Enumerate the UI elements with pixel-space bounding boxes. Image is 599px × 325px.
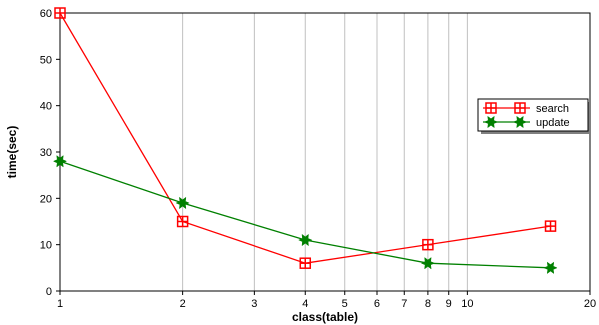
x-tick-label: 4 <box>302 298 308 310</box>
y-tick-label: 40 <box>40 101 52 113</box>
search-point <box>176 215 189 228</box>
grid-lines <box>182 13 468 291</box>
series-update <box>52 155 558 275</box>
legend-marker <box>514 102 526 114</box>
y-tick-label: 60 <box>40 8 52 20</box>
series-layer <box>52 7 558 275</box>
x-tick-label: 6 <box>374 298 380 310</box>
legend-label: search <box>536 103 569 115</box>
x-tick-label: 10 <box>461 298 473 310</box>
x-tick-label: 9 <box>446 298 452 310</box>
x-tick-label: 1 <box>57 298 63 310</box>
legend-marker <box>483 115 499 129</box>
x-axis-ticks: 1 2 3 4 5 6 7 8 9 10 20 <box>57 291 596 310</box>
y-tick-label: 50 <box>40 54 52 66</box>
x-tick-label: 8 <box>425 298 431 310</box>
search-point <box>299 257 312 269</box>
update-point <box>52 155 68 168</box>
y-axis-ticks: 0 10 20 30 40 50 60 <box>40 8 60 298</box>
y-axis-label: time(sec) <box>5 126 19 179</box>
y-tick-label: 10 <box>40 240 52 252</box>
x-axis-label: class(table) <box>292 310 358 324</box>
search-point <box>54 7 66 19</box>
legend-label: update <box>536 117 570 129</box>
update-point <box>175 196 190 210</box>
x-tick-label: 5 <box>342 298 348 310</box>
legend-item-update: update <box>483 115 570 129</box>
legend: search update <box>477 98 591 134</box>
plot-area-frame <box>59 12 591 292</box>
search-point <box>422 238 434 251</box>
legend-marker <box>512 115 528 129</box>
legend-marker <box>485 102 497 114</box>
x-tick-label: 2 <box>180 298 186 310</box>
x-tick-label: 7 <box>401 298 407 310</box>
y-tick-label: 20 <box>40 193 52 205</box>
legend-box <box>477 98 589 132</box>
series-search <box>54 7 557 269</box>
x-tick-label: 20 <box>584 298 596 310</box>
update-point <box>420 257 436 270</box>
update-point <box>298 233 313 247</box>
legend-items: search update <box>483 102 570 129</box>
x-tick-label: 3 <box>251 298 257 310</box>
search-point <box>544 220 557 232</box>
legend-item-search: search <box>483 102 569 115</box>
update-point <box>543 261 558 275</box>
y-tick-label: 30 <box>40 147 52 159</box>
y-tick-label: 0 <box>46 286 52 298</box>
